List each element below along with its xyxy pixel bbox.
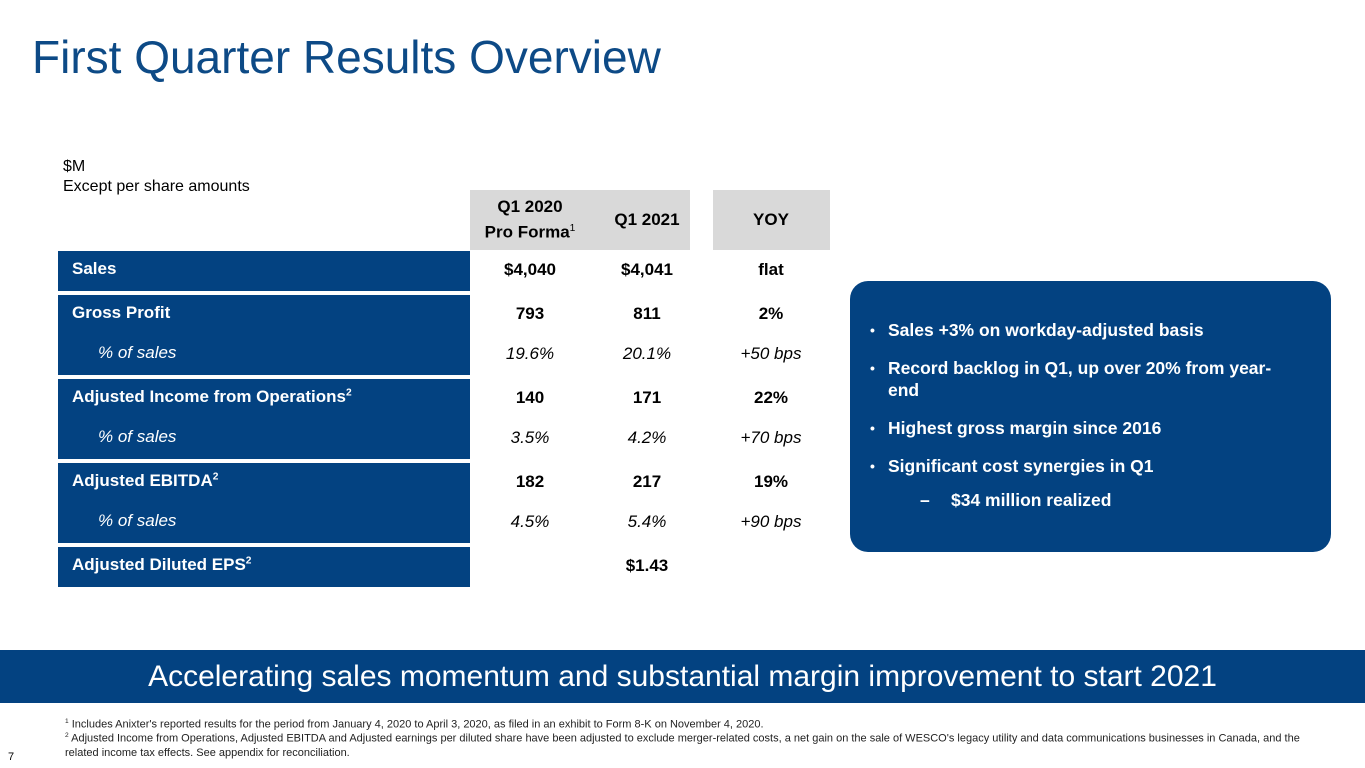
unit: Except per share amounts: [63, 178, 250, 195]
cell: +50 bps: [740, 344, 802, 363]
unit: $M: [63, 158, 86, 175]
bullet-body: Sales +3% on workday-adjusted basis: [888, 319, 1204, 341]
cell: 5.4%: [627, 512, 667, 531]
bullet-body: Record backlog in Q1, up over 20% from y…: [888, 357, 1290, 401]
row-label: Adjusted Diluted EPS2: [72, 555, 251, 575]
row-label-block: [58, 251, 470, 291]
units: $M Except per share amounts: [63, 157, 250, 197]
column-header: Q1 2021: [587, 190, 707, 250]
row-label-block: [58, 547, 470, 587]
cell: 19.6%: [505, 344, 555, 363]
cell: 19%: [753, 472, 789, 491]
cell: 171: [632, 388, 662, 407]
cell: 20.1%: [622, 344, 672, 363]
cell: 2%: [758, 304, 784, 323]
header-text: Pro Forma: [484, 222, 570, 242]
row-label-text: Adjusted EBITDA: [72, 471, 213, 490]
footnote-ref: 1: [569, 223, 576, 235]
header-line: Pro Forma1: [485, 218, 576, 244]
cell: 140: [515, 388, 545, 407]
row-label: Sales: [72, 259, 116, 279]
bullet-text: Record backlog in Q1, up over 20% from y…: [888, 358, 1272, 400]
column-header: Q1 2020 Pro Forma1: [470, 190, 590, 250]
header-line: YOY: [753, 209, 789, 231]
bullet-text: Significant cost synergies in Q1: [888, 456, 1154, 476]
sub-label: % of sales: [98, 343, 177, 362]
footnote-text: Adjusted Income from Operations, Adjuste…: [65, 732, 1300, 759]
sub-label: % of sales: [98, 511, 177, 530]
cell: 4.2%: [627, 428, 667, 447]
row-label-text: Gross Profit: [72, 303, 171, 322]
cell: flat: [758, 260, 784, 279]
bullet-dot: •: [870, 322, 875, 338]
sub-bullet: – $34 million realized: [888, 489, 1154, 511]
bullet: • Sales +3% on workday-adjusted basis: [870, 319, 1290, 341]
footnote-mark: 2: [65, 732, 69, 739]
bullet-list: • Sales +3% on workday-adjusted basis • Rec…: [870, 319, 1290, 527]
row-label-text: Adjusted Diluted EPS: [72, 555, 246, 574]
footnote: 2 Adjusted Income from Operations, Adjus…: [65, 729, 1315, 760]
bullet: • Highest gross margin since 2016: [870, 417, 1290, 439]
bullet-text: Sales +3% on workday-adjusted basis: [888, 320, 1204, 340]
title: First Quarter Results Overview: [32, 31, 661, 83]
header-box: [713, 190, 830, 250]
banner: Accelerating sales momentum and substant…: [0, 650, 1365, 703]
bullet: • Significant cost synergies in Q1 – $34 mi…: [870, 455, 1290, 511]
header-line: Q1 2020: [497, 196, 562, 218]
header-text: Q1 2021: [614, 210, 680, 229]
cell: 182: [515, 472, 545, 491]
header-text: Q1 2020: [497, 197, 563, 217]
sub-bullet-text: $34 million realized: [951, 490, 1112, 510]
cell: +90 bps: [740, 512, 802, 531]
footnote: 1 Includes Anixter's reported results fo…: [65, 715, 1315, 732]
row-label-block: [58, 379, 470, 459]
header-line: Q1 2021: [614, 209, 679, 231]
sub-dash: –: [920, 490, 930, 510]
cell: $4,040: [504, 260, 556, 279]
callout: • Sales +3% on workday-adjusted basis • Rec…: [850, 281, 1331, 552]
cell: 811: [633, 304, 661, 323]
footnote-ref: 2: [245, 555, 252, 567]
footnote-mark: 1: [65, 718, 69, 725]
row-label-block: [58, 295, 470, 375]
row-label-block: [58, 463, 470, 543]
bullet: • Record backlog in Q1, up over 20% from …: [870, 357, 1290, 401]
bullet-body: Highest gross margin since 2016: [888, 417, 1161, 439]
sub-label: % of sales: [98, 427, 177, 446]
footnote-ref: 2: [212, 471, 219, 483]
bullet-text: Highest gross margin since 2016: [888, 418, 1162, 438]
column-header: YOY: [711, 190, 831, 250]
footnote-ref: 2: [345, 387, 352, 399]
cell: +70 bps: [740, 428, 802, 447]
row-label-text: Sales: [72, 259, 117, 278]
cell: 22%: [753, 388, 789, 407]
cell: $4,041: [621, 260, 673, 279]
header-text: YOY: [753, 210, 789, 229]
header-box: [470, 190, 690, 250]
bullet-dot: •: [870, 458, 875, 474]
cell: 793: [515, 304, 545, 323]
row-label-text: Adjusted Income from Operations: [72, 387, 346, 406]
cell: 3.5%: [510, 428, 550, 447]
cell: 4.5%: [510, 512, 550, 531]
cell: $1.43: [625, 556, 669, 575]
page-number: 7: [8, 751, 15, 763]
bullet-body: Significant cost synergies in Q1 – $34 mil…: [888, 455, 1154, 511]
bullet-dot: •: [870, 360, 875, 376]
row-label: Adjusted Income from Operations2: [72, 387, 352, 407]
row-label: Gross Profit: [72, 303, 170, 323]
footnote-text: Includes Anixter's reported results for …: [71, 718, 764, 731]
row-label: Adjusted EBITDA2: [72, 471, 218, 491]
cell: 217: [632, 472, 662, 491]
bullet-dot: •: [870, 420, 875, 436]
